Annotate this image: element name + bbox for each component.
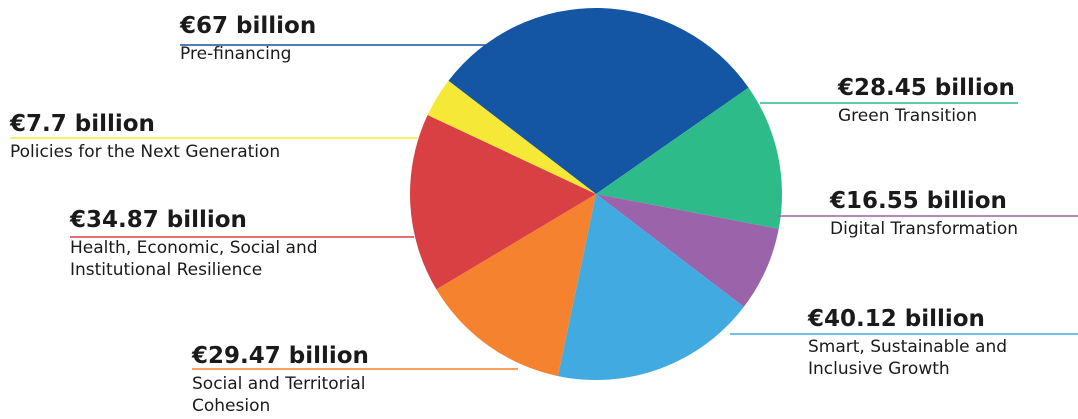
amount-pre-financing: €67 billion bbox=[180, 13, 317, 39]
desc-green-transition: Green Transition bbox=[838, 106, 978, 126]
amount-smart-growth: €40.12 billion bbox=[808, 306, 985, 332]
desc-smart-growth: Smart, Sustainable and Inclusive Growth bbox=[808, 337, 1008, 379]
label-social-cohesion: €29.47 billion Social and Territorial Co… bbox=[192, 342, 432, 417]
pie-slice-health-resilience bbox=[410, 115, 596, 290]
desc-pre-financing: Pre-financing bbox=[180, 44, 292, 64]
pie-slice-next-generation bbox=[427, 80, 596, 194]
label-smart-growth: €40.12 billion Smart, Sustainable and In… bbox=[808, 305, 1073, 380]
desc-digital-transformation: Digital Transformation bbox=[830, 219, 1019, 239]
pie-slice-social-cohesion bbox=[436, 194, 596, 377]
desc-health-resilience: Health, Economic, Social and Institution… bbox=[70, 238, 318, 280]
pie-slice-smart-growth bbox=[557, 194, 744, 381]
label-health-resilience: €34.87 billion Health, Economic, Social … bbox=[70, 206, 400, 281]
label-next-generation: €7.7 billion Policies for the Next Gener… bbox=[10, 110, 280, 163]
amount-social-cohesion: €29.47 billion bbox=[192, 343, 369, 369]
label-pre-financing: €67 billion Pre-financing bbox=[180, 12, 316, 65]
desc-next-generation: Policies for the Next Generation bbox=[10, 142, 281, 162]
pie-slice-digital-transformation bbox=[596, 194, 779, 307]
desc-social-cohesion: Social and Territorial Cohesion bbox=[192, 374, 366, 416]
label-green-transition: €28.45 billion Green Transition bbox=[838, 74, 1015, 127]
amount-next-generation: €7.7 billion bbox=[10, 111, 155, 137]
amount-digital-transformation: €16.55 billion bbox=[830, 188, 1007, 214]
pie-slice-green-transition bbox=[596, 87, 782, 229]
amount-green-transition: €28.45 billion bbox=[838, 75, 1015, 101]
label-digital-transformation: €16.55 billion Digital Transformation bbox=[830, 187, 1018, 240]
pie-slice-pre-financing bbox=[448, 8, 749, 195]
amount-health-resilience: €34.87 billion bbox=[70, 207, 247, 233]
